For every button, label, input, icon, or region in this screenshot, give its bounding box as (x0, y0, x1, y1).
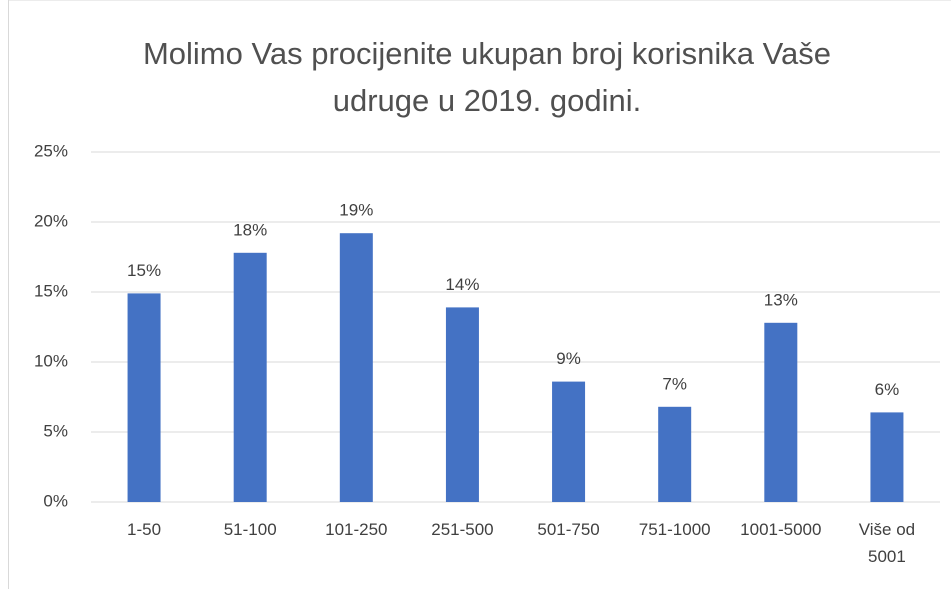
data-label: 7% (662, 374, 687, 393)
x-tick-label: 51-100 (223, 520, 277, 539)
y-tick-label: 20% (34, 211, 68, 230)
x-tick-label: 751-1000 (638, 520, 711, 539)
bar (870, 412, 904, 502)
x-tick-label: Više od 5001 (858, 520, 916, 566)
bar (233, 252, 267, 502)
y-tick-label: 5% (43, 421, 68, 440)
x-tick-label: 501-750 (537, 520, 600, 539)
x-tick-label: 1001-5000 (740, 520, 822, 539)
data-label: 15% (127, 261, 161, 280)
data-label: 19% (339, 201, 373, 220)
x-tick-label: 101-250 (325, 520, 388, 539)
bar (127, 293, 161, 502)
data-label: 9% (556, 349, 581, 368)
y-tick-label: 25% (34, 141, 68, 160)
bar (658, 406, 692, 502)
chart-border (8, 0, 951, 589)
bar (764, 322, 798, 502)
x-tick-label: 251-500 (431, 520, 494, 539)
bar (445, 307, 479, 502)
data-label: 6% (875, 380, 900, 399)
x-tick-label: 1-50 (127, 520, 162, 539)
y-tick-label: 15% (34, 281, 68, 300)
data-label: 13% (764, 290, 798, 309)
y-tick-label: 10% (34, 351, 68, 370)
chart-title: Molimo Vas procijenite ukupan broj koris… (142, 36, 832, 118)
y-tick-label: 0% (43, 491, 68, 510)
bar (339, 233, 373, 502)
data-label: 14% (445, 275, 479, 294)
data-label: 18% (233, 220, 267, 239)
bar (552, 381, 586, 502)
